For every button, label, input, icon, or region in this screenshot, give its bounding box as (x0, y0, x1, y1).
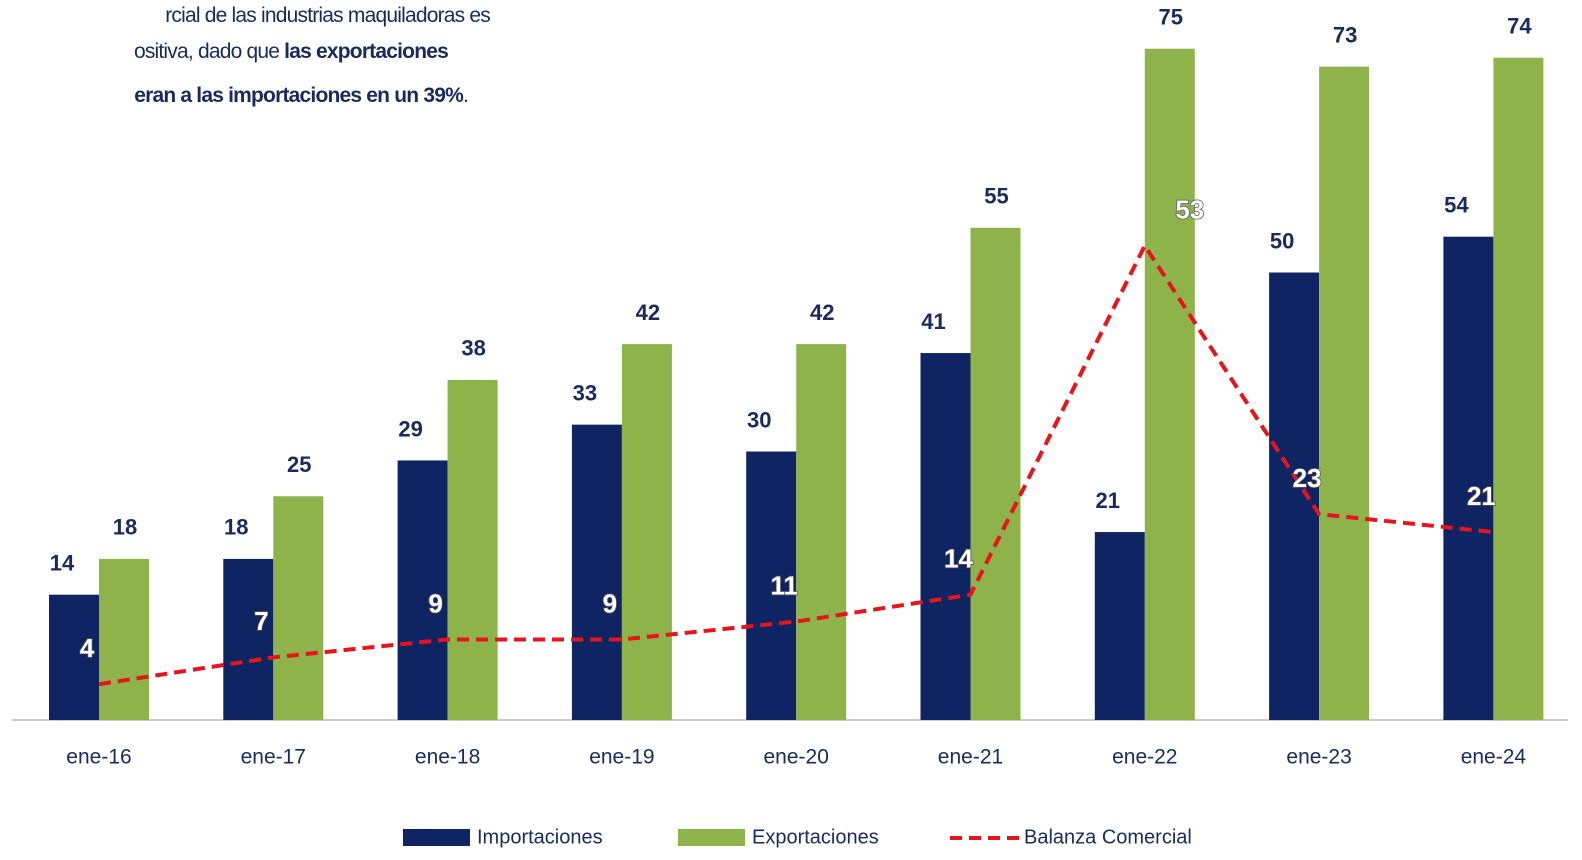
bar (99, 558, 149, 720)
bar (1144, 48, 1195, 720)
data-label: 75 (1159, 5, 1183, 30)
x-tick-label: ene-22 (1112, 746, 1177, 769)
bar (621, 344, 672, 720)
x-tick-label: ene-18 (415, 746, 480, 769)
line-label: 9 (428, 588, 442, 618)
x-tick-label: ene-16 (66, 746, 131, 769)
line-label: 11 (770, 570, 798, 600)
note-segment: . (463, 84, 468, 107)
legend-swatch (678, 829, 745, 846)
legend-swatch (403, 829, 470, 846)
bar (796, 344, 847, 720)
data-label: 25 (287, 452, 311, 477)
note-line: rcial de las industrias maquiladoras es (165, 4, 490, 27)
line-label: 53 (1175, 195, 1204, 225)
line (98, 241, 1494, 687)
bar (920, 353, 971, 720)
data-label: 41 (921, 309, 945, 334)
bar (970, 227, 1021, 720)
bar (273, 496, 324, 720)
note-segment: rcial de las industrias maquiladoras es (165, 4, 490, 27)
x-tick-label: ene-23 (1286, 746, 1351, 769)
bar (746, 451, 797, 720)
bar (397, 460, 448, 720)
x-tick-label: ene-21 (938, 746, 1003, 769)
data-label: 73 (1333, 22, 1357, 47)
line-label: 14 (944, 544, 973, 574)
bar (1493, 57, 1544, 720)
note-segment: ositiva, dado que (134, 40, 284, 63)
data-label: 18 (224, 515, 248, 540)
data-label: 42 (810, 300, 834, 325)
data-label: 14 (50, 551, 75, 576)
bar (447, 379, 498, 720)
data-label: 42 (636, 300, 660, 325)
bar (571, 424, 622, 720)
data-label: 74 (1507, 14, 1532, 39)
line-label: 7 (254, 606, 268, 636)
data-label: 54 (1444, 193, 1469, 218)
bar (1269, 272, 1320, 720)
line-label: 21 (1467, 481, 1496, 511)
line-label: 23 (1293, 463, 1322, 493)
data-label: 55 (984, 184, 1008, 209)
note-segment: las exportaciones (284, 40, 448, 63)
x-tick-label: ene-19 (589, 746, 654, 769)
note-line: ositiva, dado que las exportaciones (134, 40, 448, 63)
x-tick-label: ene-20 (764, 746, 829, 769)
note-segment: eran a las importaciones en un 39% (134, 84, 464, 107)
bar (1443, 236, 1494, 720)
line-label: 9 (603, 588, 617, 618)
data-label: 30 (747, 407, 771, 432)
data-label: 21 (1096, 488, 1120, 513)
legend-label: Balanza Comercial (1024, 826, 1192, 848)
data-label: 29 (398, 416, 422, 441)
data-label: 50 (1270, 228, 1294, 253)
data-label: 33 (573, 380, 597, 405)
bar (1094, 532, 1145, 720)
legend-label: Exportaciones (752, 826, 879, 848)
legend-label: Importaciones (477, 826, 603, 848)
bar (1319, 66, 1370, 720)
bar (49, 594, 99, 720)
bar (223, 558, 274, 720)
data-label: 38 (461, 336, 485, 361)
data-label: 18 (113, 515, 137, 540)
note-line: eran a las importaciones en un 39%. (134, 84, 468, 107)
line-label: 4 (80, 633, 95, 663)
x-tick-label: ene-24 (1461, 746, 1527, 769)
x-tick-label: ene-17 (241, 746, 306, 769)
